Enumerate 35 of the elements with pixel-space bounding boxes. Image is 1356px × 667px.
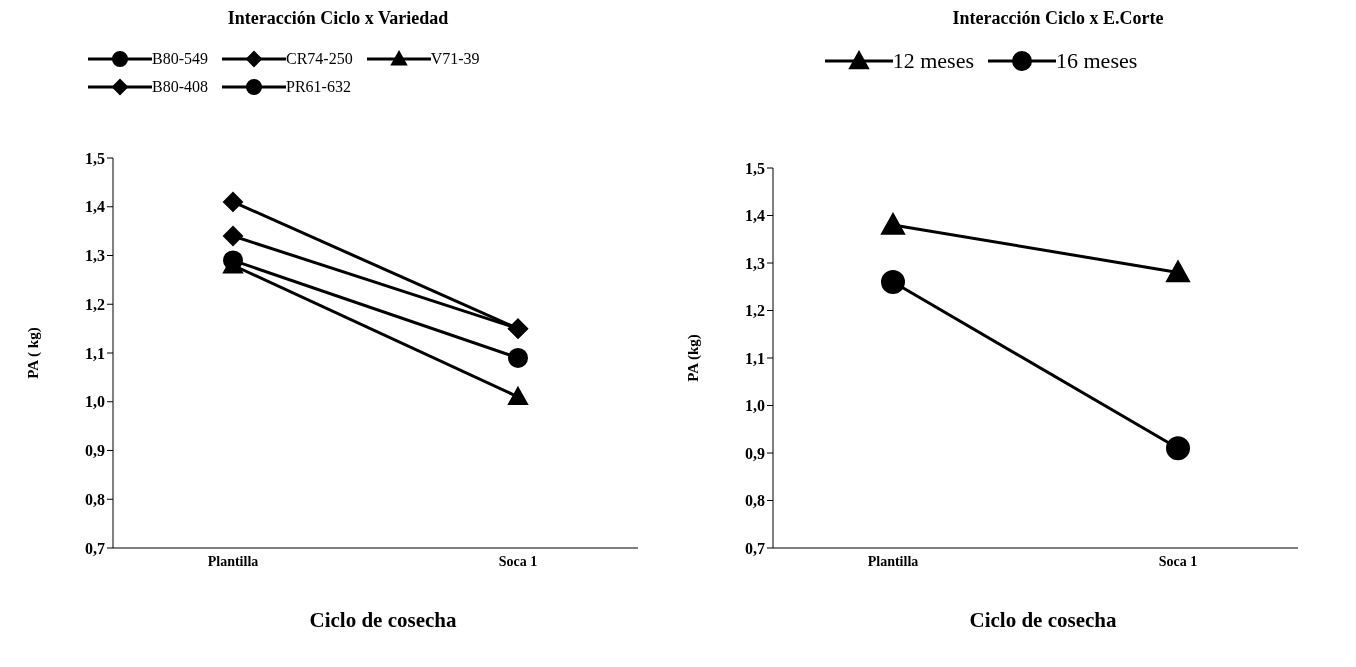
y-tick-label: 1,4 <box>85 198 105 216</box>
legend-label: V71-39 <box>430 50 480 68</box>
y-tick-label: 1,3 <box>745 254 765 272</box>
x-axis-title: Ciclo de cosecha <box>968 608 1118 633</box>
y-tick-label: 0,9 <box>745 444 765 462</box>
y-tick-label: 1,2 <box>85 295 105 313</box>
legend-label: B80-549 <box>152 50 208 68</box>
y-tick-label: 0,8 <box>85 490 105 508</box>
y-tick-label: 1,3 <box>85 247 105 265</box>
legend-label: 12 meses <box>892 48 974 74</box>
y-tick-label: 0,8 <box>745 492 765 510</box>
x-tick-label: Soca 1 <box>498 553 538 569</box>
y-tick-label: 1,1 <box>745 349 765 367</box>
y-tick-label: 0,7 <box>745 539 765 557</box>
chart-title: Interacción Ciclo x E.Corte <box>951 8 1165 30</box>
y-tick-label: 1,5 <box>745 159 765 177</box>
x-tick-label: Soca 1 <box>1158 553 1198 569</box>
legend-label: 16 meses <box>1056 48 1138 74</box>
y-tick-label: 1,2 <box>745 302 765 320</box>
y-tick-label: 0,9 <box>85 442 105 460</box>
y-tick-label: 1,0 <box>85 393 105 411</box>
legend-label: PR61-632 <box>286 78 351 96</box>
y-tick-label: 1,5 <box>85 149 105 167</box>
y-axis-title: PA ( kg) <box>25 327 43 379</box>
x-tick-label: Plantilla <box>867 553 919 569</box>
y-tick-label: 0,7 <box>85 539 105 557</box>
x-axis-title: Ciclo de cosecha <box>308 608 458 633</box>
chart-title: Interacción Ciclo x Variedad <box>226 8 450 30</box>
y-axis-title: PA (kg) <box>685 334 703 382</box>
y-tick-label: 1,0 <box>745 397 765 415</box>
legend-label: CR74-250 <box>286 50 353 68</box>
legend-label: B80-408 <box>152 78 208 96</box>
x-tick-label: Plantilla <box>207 553 259 569</box>
y-tick-label: 1,1 <box>85 344 105 362</box>
y-tick-label: 1,4 <box>745 207 765 225</box>
